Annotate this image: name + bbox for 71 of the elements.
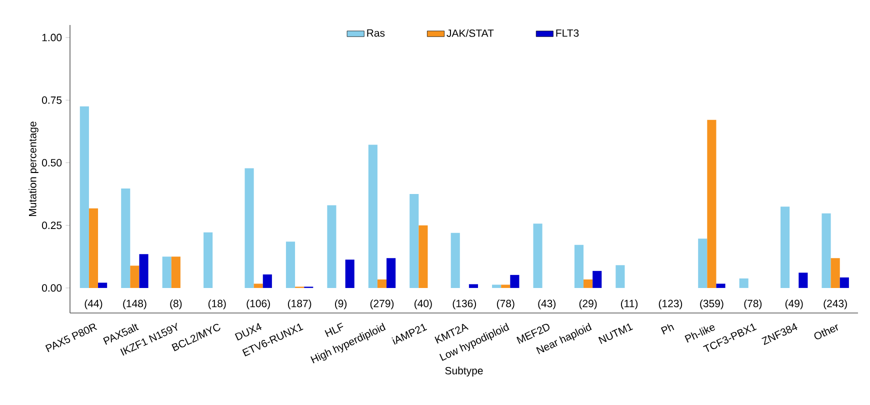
annotation: (44) — [84, 300, 102, 310]
bar — [739, 278, 748, 288]
annotation: (136) — [452, 300, 476, 310]
bar — [698, 238, 708, 288]
annotation: (78) — [496, 300, 514, 310]
x-axis-title: Subtype — [445, 366, 483, 376]
bar — [98, 282, 108, 288]
annotation: (148) — [123, 300, 146, 310]
annotation: (78) — [744, 300, 762, 310]
annotation: (106) — [246, 300, 270, 310]
bar — [327, 205, 336, 288]
bar — [121, 188, 130, 288]
bar — [130, 266, 140, 288]
x-tick-label: PAX5 P80R — [45, 324, 98, 352]
bar — [501, 284, 510, 288]
bar — [171, 256, 180, 288]
bar — [616, 265, 625, 288]
bar — [830, 258, 840, 288]
annotation: (8) — [170, 300, 182, 310]
x-tick-label: Ph — [660, 324, 674, 334]
annotation: (49) — [785, 300, 803, 310]
bar — [386, 258, 396, 288]
bar — [840, 277, 849, 288]
annotation: (11) — [620, 300, 638, 310]
y-tick-label: 0.50 — [42, 159, 62, 166]
bar — [592, 270, 602, 288]
bar — [80, 106, 89, 288]
y-tick-label: 0.75 — [42, 96, 62, 104]
bar — [468, 284, 478, 288]
bar — [88, 208, 98, 288]
y-tick-label: 0.25 — [42, 222, 62, 230]
bar — [244, 168, 254, 288]
bar — [510, 274, 520, 288]
y-tick-label: 1.00 — [42, 34, 62, 42]
annotation: (18) — [208, 300, 226, 310]
bar — [798, 272, 808, 288]
bar — [368, 144, 378, 288]
legend-label: FLT3 — [556, 29, 579, 37]
bar — [492, 284, 502, 288]
y-axis-title: Mutation percentage — [28, 122, 38, 216]
annotation: (243) — [824, 300, 847, 310]
legend-label: JAK/STAT — [446, 29, 494, 37]
annotation: (40) — [414, 300, 432, 310]
annotation: (123) — [658, 300, 682, 310]
bar — [780, 206, 790, 288]
bar — [162, 256, 172, 288]
annotation: (9) — [335, 300, 347, 310]
bar — [204, 232, 213, 288]
bar — [450, 232, 460, 288]
bar — [707, 120, 716, 288]
bar — [716, 284, 726, 288]
bar — [262, 274, 272, 288]
bar — [377, 279, 387, 288]
bar — [418, 225, 428, 288]
bar — [139, 254, 148, 288]
bar — [584, 279, 593, 288]
annotation: (43) — [538, 300, 556, 310]
annotation: (29) — [579, 300, 597, 310]
legend-label: Ras — [367, 29, 385, 37]
bar — [286, 242, 296, 288]
bar — [822, 213, 831, 288]
annotation: (187) — [288, 300, 312, 310]
x-tick-label: Other — [814, 324, 838, 340]
annotation: (279) — [370, 300, 394, 310]
bar — [345, 260, 354, 288]
annotation: (359) — [700, 300, 724, 310]
bar — [254, 284, 263, 288]
bar — [533, 224, 542, 288]
y-tick-label: 0.00 — [42, 284, 62, 292]
bar — [574, 244, 584, 288]
bar — [410, 194, 419, 288]
